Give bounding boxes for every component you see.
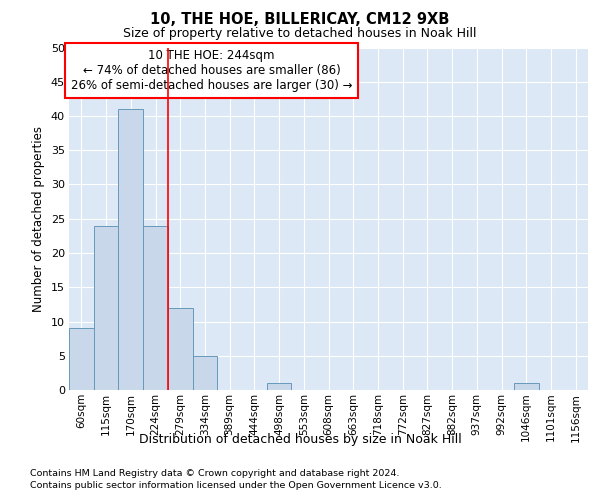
Text: Distribution of detached houses by size in Noak Hill: Distribution of detached houses by size … [139, 432, 461, 446]
Bar [193, 356, 217, 390]
Bar [168, 308, 193, 390]
Y-axis label: Number of detached properties: Number of detached properties [32, 126, 45, 312]
Text: Contains public sector information licensed under the Open Government Licence v3: Contains public sector information licen… [30, 481, 442, 490]
Text: 10, THE HOE, BILLERICAY, CM12 9XB: 10, THE HOE, BILLERICAY, CM12 9XB [151, 12, 449, 28]
Bar [69, 328, 94, 390]
Bar [118, 109, 143, 390]
Bar [94, 226, 118, 390]
Bar [143, 226, 168, 390]
Text: Contains HM Land Registry data © Crown copyright and database right 2024.: Contains HM Land Registry data © Crown c… [30, 469, 400, 478]
Bar [514, 383, 539, 390]
Text: 10 THE HOE: 244sqm
← 74% of detached houses are smaller (86)
26% of semi-detache: 10 THE HOE: 244sqm ← 74% of detached hou… [71, 49, 352, 92]
Text: Size of property relative to detached houses in Noak Hill: Size of property relative to detached ho… [123, 28, 477, 40]
Bar [267, 383, 292, 390]
